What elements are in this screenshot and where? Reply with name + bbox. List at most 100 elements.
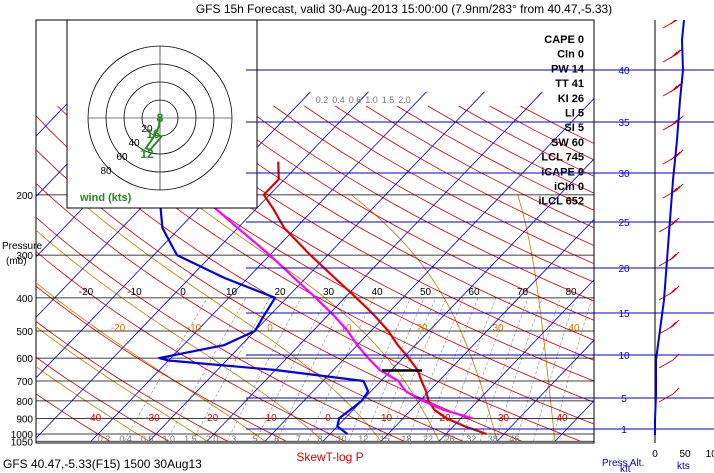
mixing-ratio-label: 0.6: [141, 434, 154, 444]
hodograph-label: wind (kts): [79, 192, 132, 204]
moist-adiabat: [36, 282, 266, 442]
footer-station-label: GFS 40.47,-5.33(F15) 1500 30Aug13: [3, 457, 202, 471]
wind-barb-flag: [676, 183, 684, 191]
mixing-ratio-label: 22: [423, 434, 433, 444]
hodograph-point-label: 12: [140, 147, 154, 161]
mixing-ratio-line: [479, 297, 529, 442]
pressure-tick-label: 200: [16, 191, 33, 202]
mixing-ratio-line: [495, 297, 543, 442]
wind-barb-flag: [670, 51, 678, 59]
dry-adiabat: [88, 105, 594, 403]
isotherm: [148, 91, 485, 442]
index-li: LI 5: [565, 108, 584, 120]
mixing-ratio-label: 1.5: [382, 95, 395, 105]
dry-adiabat: [36, 285, 287, 442]
altitude-label: 40: [618, 66, 630, 77]
mixing-ratio-line: [226, 297, 302, 442]
isotherm: [322, 158, 594, 442]
mixing-ratio-label: 1.5: [184, 434, 197, 444]
footer-kts: kts: [677, 461, 690, 472]
moist-adiabat: [517, 194, 556, 442]
mixing-ratio-label: 1.0: [163, 434, 176, 444]
pressure-tick-label: 800: [16, 397, 33, 408]
wind-barb-flag: [673, 185, 681, 193]
isotherm: [438, 279, 594, 442]
isotherm: [496, 339, 594, 442]
index-lcl: LCL 745: [541, 152, 584, 164]
mixing-ratio-label: 10: [337, 434, 347, 444]
wind-barb-flag: [672, 319, 680, 327]
mixing-ratio-label: 15: [380, 434, 390, 444]
parcel-profile: [147, 151, 473, 420]
isotherm-label: 40: [568, 323, 580, 334]
footer-kft: kft: [620, 464, 631, 473]
dry-adiabat: [36, 393, 111, 442]
altitude-label: 30: [618, 169, 630, 180]
dry-adiabat: [36, 182, 464, 442]
isotherm-label: 30: [323, 287, 335, 298]
isotherm-label: -20: [79, 287, 94, 298]
index-icin: iCIn 0: [554, 181, 584, 193]
mixing-ratio-line: [255, 297, 328, 442]
altitude-label: 5: [621, 394, 627, 405]
wind-barb-flag: [673, 49, 681, 57]
chart-title: GFS 15h Forecast, valid 30-Aug-2013 15:0…: [196, 2, 612, 16]
mixing-ratio-label: 0.2: [316, 95, 329, 105]
isotherm-label: 70: [517, 287, 529, 298]
isotherm: [380, 218, 594, 442]
footer-press-alt: Press Alt.: [602, 458, 644, 469]
pressure-tick-label: 600: [16, 354, 33, 365]
isotherm-label: -10: [187, 323, 202, 334]
isotherm-label: -10: [127, 287, 142, 298]
isotherm: [90, 91, 427, 442]
pressure-tick-label: 300: [16, 251, 33, 262]
pressure-tick-label: 1050: [11, 437, 34, 448]
dry-adiabat: [119, 105, 594, 382]
dry-adiabat: [242, 105, 594, 302]
moist-adiabat: [351, 194, 498, 442]
dry-adiabat: [180, 105, 594, 341]
wind-barb-flag: [673, 83, 681, 91]
isotherm-label: 0: [267, 323, 273, 334]
mixing-ratio-label: 0.6: [349, 95, 362, 105]
index-ilcl: iLCL 652: [538, 196, 584, 208]
mixing-ratio-label: 26: [445, 434, 455, 444]
wind-barb-flag: [672, 217, 680, 225]
mixing-ratio-label: 6: [274, 434, 279, 444]
isotherm-label: 30: [498, 413, 510, 424]
mixing-ratio-line: [387, 297, 447, 442]
mixing-ratio-label: 18: [401, 434, 411, 444]
mixing-ratio-line: [516, 297, 561, 442]
mixing-ratio-line: [423, 297, 479, 442]
index-si: SI 5: [564, 122, 584, 134]
dry-adiabat: [36, 216, 405, 442]
pressure-axis-unit: (mb): [6, 256, 27, 267]
dry-adiabat: [57, 105, 594, 425]
isotherm: [264, 98, 594, 442]
mixing-ratio-label: 7: [296, 434, 301, 444]
isotherm-label: 80: [565, 287, 577, 298]
mixing-ratio-line: [443, 297, 497, 442]
wind-barb-flag: [669, 253, 677, 261]
pressure-axis-title: Pressure: [2, 241, 42, 252]
mixing-ratio-label: 0.2: [98, 434, 111, 444]
mixing-ratio-label: 5: [253, 434, 258, 444]
hodograph-ring-label: 20: [141, 124, 153, 135]
dry-adiabat: [36, 356, 170, 442]
isotherm-label: 20: [274, 287, 286, 298]
isotherm-label: -20: [204, 413, 219, 424]
wind-barb-flag: [676, 149, 684, 157]
mixing-ratio-line: [166, 297, 247, 442]
isotherm-label: -10: [262, 413, 277, 424]
mixing-ratio-line: [533, 297, 576, 442]
wind-barb-flag: [669, 321, 677, 329]
wind-barb-flag: [672, 285, 680, 293]
index-icape: iCAPE 0: [541, 166, 584, 178]
altitude-label: 25: [618, 218, 630, 229]
mixing-ratio-label: 46: [509, 434, 519, 444]
isotherm-label: 60: [468, 287, 480, 298]
